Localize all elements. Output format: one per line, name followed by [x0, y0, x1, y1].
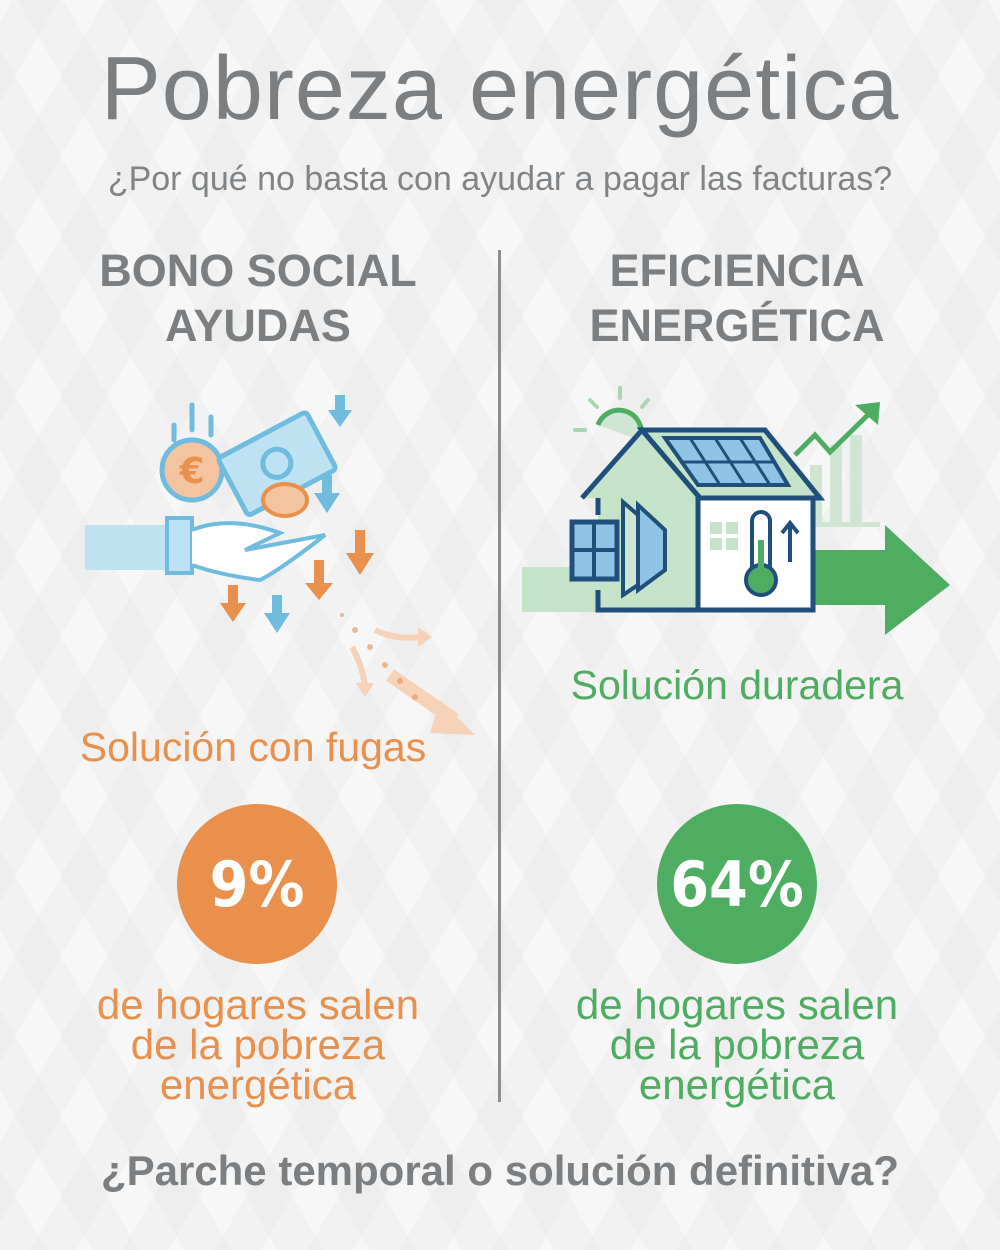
left-heading-line1: BONO SOCIAL: [99, 245, 417, 296]
page-title: Pobreza energética: [100, 39, 900, 139]
closing-question: ¿Parche temporal o solución definitiva?: [100, 1147, 900, 1194]
right-desc-line2: de la pobreza: [609, 1021, 865, 1068]
right-heading-line1: EFICIENCIA: [609, 245, 865, 296]
left-heading-line2: AYUDAS: [165, 300, 351, 351]
left-description: de hogares salen de la pobreza energétic…: [18, 981, 498, 1108]
right-percent-badge: 64%: [657, 804, 817, 964]
efficient-house-icon: [522, 386, 950, 635]
svg-text:€: €: [178, 451, 204, 492]
right-heading-line2: ENERGÉTICA: [589, 300, 885, 351]
right-desc-line3: energética: [638, 1061, 836, 1108]
left-percent: 9%: [209, 847, 305, 921]
left-percent-badge: 9%: [177, 804, 337, 964]
page-subtitle: ¿Por qué no basta con ayudar a pagar las…: [107, 160, 893, 198]
left-tagline: Solución con fugas: [79, 724, 427, 770]
right-percent: 64%: [670, 847, 804, 921]
right-desc-line1: de hogares salen: [575, 981, 899, 1028]
left-desc-line2: de la pobreza: [130, 1021, 386, 1068]
left-desc-line3: energética: [159, 1061, 357, 1108]
left-desc-line1: de hogares salen: [96, 981, 420, 1028]
right-heading: EFICIENCIA ENERGÉTICA: [497, 243, 977, 353]
left-heading: BONO SOCIAL AYUDAS: [18, 243, 498, 353]
right-description: de hogares salen de la pobreza energétic…: [497, 981, 977, 1108]
hand-money-leaking-icon: €: [85, 395, 475, 735]
column-divider: [498, 250, 501, 1102]
right-tagline: Solución duradera: [570, 662, 904, 708]
